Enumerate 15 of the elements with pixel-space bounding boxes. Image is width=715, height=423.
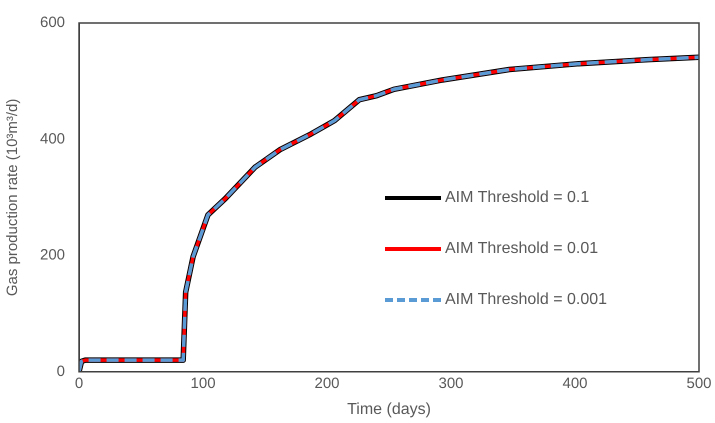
x-tick-label: 200 xyxy=(314,374,340,392)
legend-label: AIM Threshold = 0.001 xyxy=(445,290,608,308)
y-tick-label: 0 xyxy=(56,362,66,380)
y-axis-title: Gas production rate (10³m³/d) xyxy=(4,98,22,296)
x-tick-label: 500 xyxy=(686,374,712,392)
legend-label: AIM Threshold = 0.1 xyxy=(445,188,590,206)
x-tick-label: 0 xyxy=(74,374,84,392)
x-axis-title: Time (days) xyxy=(347,400,431,418)
y-tick-label: 400 xyxy=(40,130,66,148)
y-tick-label: 600 xyxy=(40,14,66,32)
x-tick-label: 300 xyxy=(438,374,464,392)
x-tick-label: 100 xyxy=(190,374,216,392)
y-tick-label: 200 xyxy=(40,246,66,264)
legend-label: AIM Threshold = 0.01 xyxy=(445,240,598,258)
x-tick-label: 400 xyxy=(562,374,588,392)
